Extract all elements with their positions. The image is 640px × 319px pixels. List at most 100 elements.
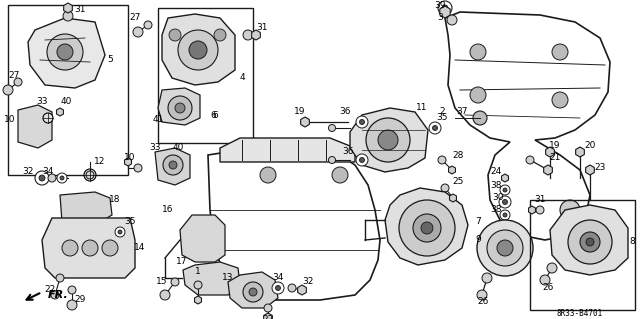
Circle shape xyxy=(502,199,508,204)
Circle shape xyxy=(442,5,448,11)
Circle shape xyxy=(189,41,207,59)
Bar xyxy=(158,8,253,143)
Circle shape xyxy=(160,290,170,300)
Polygon shape xyxy=(195,296,202,304)
Polygon shape xyxy=(158,88,200,125)
Circle shape xyxy=(82,240,98,256)
Text: 17: 17 xyxy=(176,257,188,266)
Circle shape xyxy=(421,222,433,234)
Text: 36: 36 xyxy=(342,147,354,157)
Text: 6: 6 xyxy=(210,110,216,120)
Polygon shape xyxy=(385,188,468,265)
Circle shape xyxy=(586,166,594,174)
Circle shape xyxy=(447,15,457,25)
Circle shape xyxy=(134,164,142,172)
Circle shape xyxy=(57,173,67,183)
Circle shape xyxy=(360,120,365,124)
Bar xyxy=(530,200,635,310)
Text: 26: 26 xyxy=(542,284,554,293)
Circle shape xyxy=(118,230,122,234)
Polygon shape xyxy=(449,166,456,174)
Text: 16: 16 xyxy=(163,205,173,214)
Text: 40: 40 xyxy=(60,98,72,107)
Text: 27: 27 xyxy=(129,13,141,23)
Circle shape xyxy=(356,154,368,166)
Polygon shape xyxy=(529,206,536,214)
Circle shape xyxy=(560,200,580,220)
Text: 22: 22 xyxy=(262,315,274,319)
Text: 11: 11 xyxy=(416,103,428,113)
Circle shape xyxy=(84,169,96,181)
Polygon shape xyxy=(42,218,135,278)
Circle shape xyxy=(3,85,13,95)
Circle shape xyxy=(163,155,183,175)
Polygon shape xyxy=(301,117,309,127)
Polygon shape xyxy=(575,147,584,157)
Circle shape xyxy=(441,184,449,192)
Circle shape xyxy=(399,200,455,256)
Polygon shape xyxy=(449,194,456,202)
Circle shape xyxy=(169,161,177,169)
Polygon shape xyxy=(440,6,450,18)
Text: 38: 38 xyxy=(490,181,502,189)
Circle shape xyxy=(288,284,296,292)
Text: 10: 10 xyxy=(124,153,136,162)
Polygon shape xyxy=(546,147,554,157)
Text: 39: 39 xyxy=(435,1,445,10)
Polygon shape xyxy=(298,285,307,295)
Polygon shape xyxy=(155,148,190,185)
Circle shape xyxy=(260,167,276,183)
Circle shape xyxy=(433,125,438,130)
Text: 29: 29 xyxy=(74,295,86,305)
Circle shape xyxy=(115,227,125,237)
Circle shape xyxy=(171,278,179,286)
Text: 30: 30 xyxy=(492,192,504,202)
Text: 7: 7 xyxy=(475,218,481,226)
Circle shape xyxy=(586,238,594,246)
Circle shape xyxy=(499,196,511,208)
Polygon shape xyxy=(56,108,63,116)
Circle shape xyxy=(48,174,56,182)
Circle shape xyxy=(503,188,507,192)
Circle shape xyxy=(546,148,554,156)
Circle shape xyxy=(86,171,94,179)
Circle shape xyxy=(264,304,272,312)
Text: 19: 19 xyxy=(549,140,561,150)
Text: 26: 26 xyxy=(477,298,489,307)
Circle shape xyxy=(366,118,410,162)
Text: 32: 32 xyxy=(22,167,34,176)
Circle shape xyxy=(429,122,441,134)
Circle shape xyxy=(470,44,486,60)
Polygon shape xyxy=(586,165,595,175)
Text: 4: 4 xyxy=(239,73,245,83)
Polygon shape xyxy=(350,108,428,172)
Text: 10: 10 xyxy=(4,115,16,124)
Circle shape xyxy=(144,21,152,29)
Circle shape xyxy=(272,282,284,294)
Text: 33: 33 xyxy=(36,98,48,107)
Circle shape xyxy=(133,27,143,37)
Polygon shape xyxy=(162,14,235,85)
Text: 19: 19 xyxy=(294,108,306,116)
Circle shape xyxy=(60,176,64,180)
Circle shape xyxy=(356,116,368,128)
Text: 9: 9 xyxy=(475,235,481,244)
Polygon shape xyxy=(18,105,52,148)
Text: 5: 5 xyxy=(107,56,113,64)
Circle shape xyxy=(43,113,53,123)
Circle shape xyxy=(62,240,78,256)
Circle shape xyxy=(438,156,446,164)
Circle shape xyxy=(497,240,513,256)
Polygon shape xyxy=(60,192,112,222)
Bar xyxy=(8,5,128,175)
Circle shape xyxy=(169,29,181,41)
Circle shape xyxy=(503,213,507,217)
Circle shape xyxy=(438,1,452,15)
Polygon shape xyxy=(502,174,508,182)
Text: 37: 37 xyxy=(456,108,468,116)
Text: 21: 21 xyxy=(549,153,561,162)
Text: 22: 22 xyxy=(44,286,56,294)
Circle shape xyxy=(332,167,348,183)
Text: 3: 3 xyxy=(437,13,443,23)
Polygon shape xyxy=(550,205,628,275)
